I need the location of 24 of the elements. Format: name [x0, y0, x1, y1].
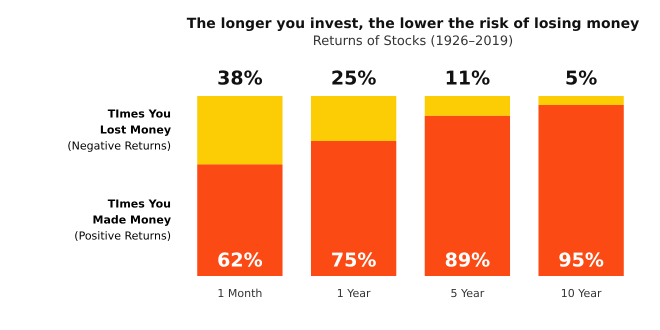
bar [538, 105, 624, 276]
bar [310, 141, 396, 276]
bar [310, 96, 396, 141]
data-label: 5% [564, 68, 598, 90]
chart-title: The longer you invest, the lower the risk of losing money [186, 16, 640, 32]
x-tick-label: 5 Year [450, 287, 485, 300]
data-label: 89% [444, 250, 490, 272]
bar [424, 96, 510, 116]
bar [197, 164, 283, 276]
x-tick-label: 10 Year [560, 287, 602, 300]
bar [424, 116, 510, 276]
x-tick-label: 1 Year [336, 287, 371, 300]
bar [538, 96, 624, 105]
bar [197, 96, 283, 164]
data-label: 75% [330, 250, 376, 272]
data-label: 11% [444, 68, 490, 90]
data-label: 95% [558, 250, 604, 272]
x-tick-label: 1 Month [217, 287, 262, 300]
data-label: 38% [217, 68, 263, 90]
data-label: 62% [217, 250, 263, 272]
text: TImes You Lost Money (Negative Returns) [67, 108, 171, 153]
data-label: 25% [330, 68, 376, 90]
chart-subtitle: Returns of Stocks (1926–2019) [312, 34, 514, 49]
text: TImes You Made Money (Positive Returns) [74, 198, 171, 243]
